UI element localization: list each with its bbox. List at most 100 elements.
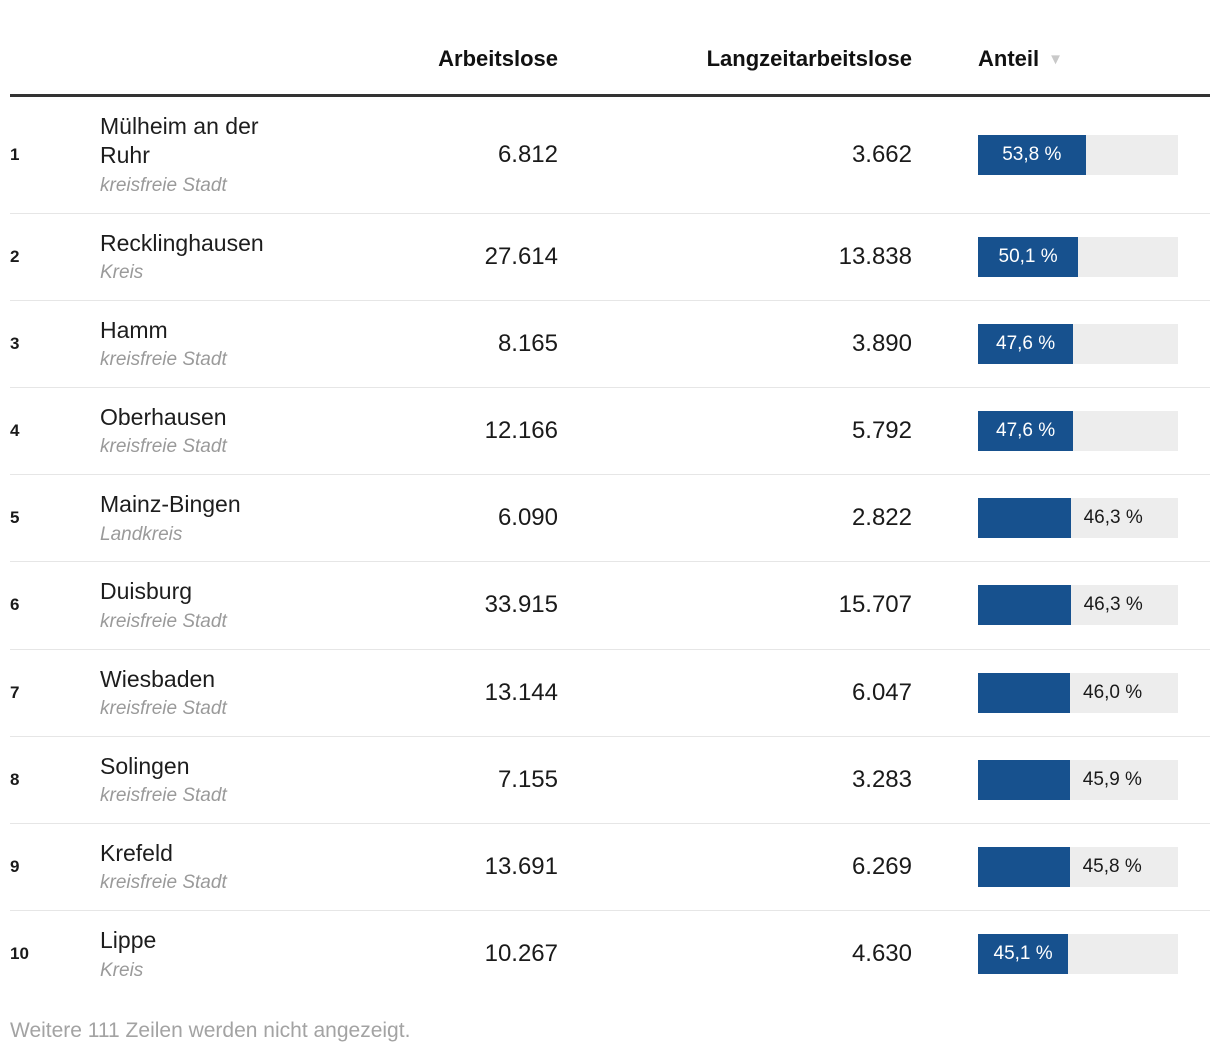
region-type: Landkreis [100, 523, 183, 545]
region-cell: Duisburg kreisfreie Stadt [100, 577, 360, 633]
share-bar-track: 45,1 % [978, 934, 1178, 975]
longterm-value: 5.792 [851, 417, 912, 445]
region-type: kreisfreie Stadt [100, 436, 227, 458]
longterm-value: 3.662 [851, 140, 912, 168]
unemployed-value: 13.691 [484, 853, 558, 881]
region-name: Duisburg [100, 578, 193, 605]
longterm-value: 13.838 [838, 242, 912, 270]
table-row: 1 Mülheim an der Ruhr kreisfreie Stadt 6… [10, 97, 1210, 213]
table-row: 4 Oberhausen kreisfreie Stadt 12.166 5.7… [10, 387, 1210, 474]
share-label: 46,3 % [1083, 507, 1143, 529]
unemployed-value: 7.155 [497, 765, 558, 793]
rank-cell: 10 [10, 944, 29, 964]
share-bar-fill: 47,6 % [978, 411, 1074, 452]
table-header: Arbeitslose Langzeitarbeitslose Anteil ▼ [10, 0, 1210, 97]
share-label: 50,1 % [998, 245, 1058, 267]
share-bar-fill: 45,1 % [978, 934, 1069, 975]
column-header-anteil[interactable]: Anteil ▼ [978, 46, 1178, 72]
region-name: Krefeld [100, 839, 173, 866]
share-label: 45,8 % [1082, 856, 1142, 878]
share-label: 45,1 % [993, 943, 1053, 965]
share-bar-track: 45,9 % [978, 759, 1178, 800]
table-row: 3 Hamm kreisfreie Stadt 8.165 3.890 47,6… [10, 299, 1210, 387]
region-name: Oberhausen [100, 404, 227, 430]
share-label: 47,6 % [996, 332, 1056, 354]
region-name: Wiesbaden [100, 665, 216, 692]
region-type: kreisfreie Stadt [100, 872, 227, 894]
share-bar-track: 45,8 % [978, 847, 1178, 888]
table-row: 8 Solingen kreisfreie Stadt 7.155 3.283 … [10, 735, 1210, 823]
region-name: Recklinghausen [100, 229, 264, 256]
share-bar-track: 47,6 % [978, 323, 1178, 364]
region-type: kreisfreie Stadt [100, 610, 227, 632]
region-cell: Wiesbaden kreisfreie Stadt [100, 665, 360, 721]
hidden-rows-note: Weitere 111 Zeilen werden nicht angezeig… [10, 1019, 411, 1043]
table-row: 2 Recklinghausen Kreis 27.614 13.838 50,… [10, 212, 1210, 300]
longterm-value: 4.630 [851, 940, 912, 968]
region-cell: Krefeld kreisfreie Stadt [100, 839, 360, 895]
sort-desc-icon[interactable]: ▼ [1048, 50, 1063, 68]
rank-cell: 5 [10, 508, 20, 528]
region-cell: Solingen kreisfreie Stadt [100, 752, 360, 808]
share-bar-fill [978, 498, 1071, 539]
longterm-value: 3.890 [851, 329, 912, 357]
rank-cell: 6 [10, 595, 20, 615]
rank-cell: 7 [10, 682, 20, 702]
region-cell: Oberhausen kreisfreie Stadt [100, 403, 360, 459]
region-cell: Lippe Kreis [100, 926, 360, 982]
longterm-value: 6.269 [851, 853, 912, 881]
rank-cell: 8 [10, 769, 20, 789]
share-bar-fill [978, 585, 1071, 626]
table-row: 5 Mainz-Bingen Landkreis 6.090 2.822 46,… [10, 474, 1210, 561]
rank-cell: 4 [10, 421, 20, 441]
region-cell: Recklinghausen Kreis [100, 229, 360, 285]
share-bar-track: 46,3 % [978, 585, 1178, 626]
share-bar-track: 46,3 % [978, 498, 1178, 539]
unemployed-value: 33.915 [484, 591, 558, 619]
column-header-anteil-label: Anteil [978, 46, 1040, 71]
unemployed-value: 13.144 [484, 678, 558, 706]
region-type: Kreis [100, 262, 144, 284]
table-row: 9 Krefeld kreisfreie Stadt 13.691 6.269 … [10, 822, 1210, 910]
share-bar-track: 53,8 % [978, 134, 1178, 175]
unemployed-value: 6.090 [497, 504, 558, 532]
rank-cell: 2 [10, 246, 20, 266]
table-row: 7 Wiesbaden kreisfreie Stadt 13.144 6.04… [10, 648, 1210, 736]
region-cell: Mainz-Bingen Landkreis [100, 490, 360, 546]
unemployed-value: 27.614 [484, 242, 558, 270]
share-label: 45,9 % [1082, 768, 1142, 790]
share-bar-fill: 47,6 % [978, 323, 1074, 364]
region-type: kreisfreie Stadt [100, 349, 227, 371]
share-bar-track: 50,1 % [978, 236, 1178, 277]
region-name: Solingen [100, 752, 190, 779]
table-body: 1 Mülheim an der Ruhr kreisfreie Stadt 6… [10, 97, 1210, 997]
rank-cell: 9 [10, 857, 20, 877]
share-bar-track: 47,6 % [978, 411, 1178, 452]
longterm-value: 15.707 [838, 591, 912, 619]
unemployed-value: 12.166 [484, 417, 558, 445]
region-name: Mainz-Bingen [100, 491, 241, 518]
share-label: 53,8 % [1002, 143, 1062, 165]
region-cell: Mülheim an der Ruhr kreisfreie Stadt [100, 112, 360, 198]
share-label: 46,0 % [1083, 681, 1143, 703]
region-name: Mülheim an der Ruhr [100, 113, 259, 169]
longterm-value: 6.047 [851, 678, 912, 706]
table-row: 10 Lippe Kreis 10.267 4.630 45,1 % [10, 910, 1210, 997]
region-name: Hamm [100, 316, 168, 343]
region-cell: Hamm kreisfreie Stadt [100, 316, 360, 372]
share-bar-fill: 53,8 % [978, 134, 1086, 175]
share-bar-fill [978, 759, 1070, 800]
share-bar-fill [978, 847, 1070, 888]
region-name: Lippe [100, 927, 157, 954]
share-label: 46,3 % [1083, 594, 1143, 616]
rank-cell: 1 [10, 144, 20, 164]
longterm-value: 3.283 [851, 765, 912, 793]
unemployed-value: 8.165 [497, 329, 558, 357]
column-header-langzeitarbeitslose[interactable]: Langzeitarbeitslose [706, 46, 912, 71]
share-bar-fill: 50,1 % [978, 236, 1079, 277]
rank-cell: 3 [10, 333, 20, 353]
table-row: 6 Duisburg kreisfreie Stadt 33.915 15.70… [10, 561, 1210, 648]
region-type: kreisfreie Stadt [100, 698, 227, 719]
column-header-arbeitslose[interactable]: Arbeitslose [438, 46, 558, 71]
